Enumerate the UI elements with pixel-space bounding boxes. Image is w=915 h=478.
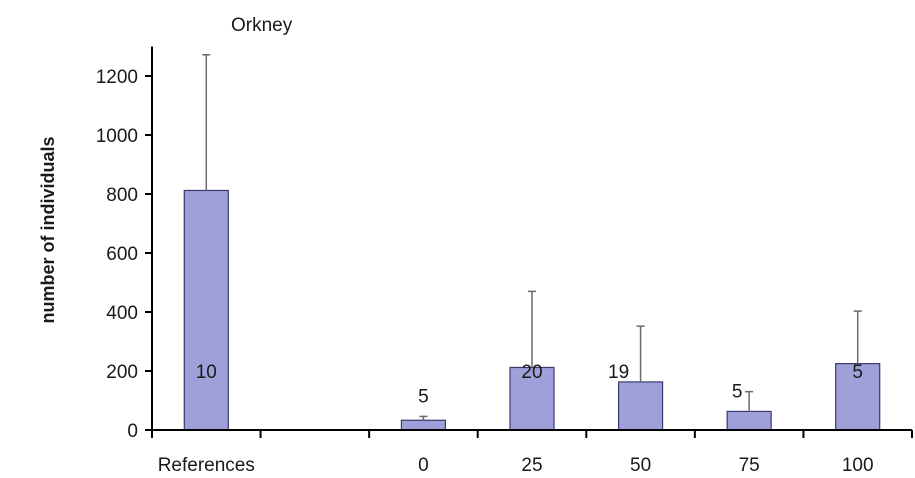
y-tick-label: 600 [106, 244, 138, 265]
bar-labels-group: 10 5 20 19 5 5 [196, 362, 863, 407]
x-tick-label-100: 100 [842, 455, 874, 476]
bar-0 [400, 419, 447, 431]
bar-label-50: 19 [608, 362, 629, 383]
x-tick-label-25: 25 [521, 455, 542, 476]
bar-label-25: 20 [521, 362, 542, 383]
chart-title: Orkney [231, 15, 293, 36]
bar-label-75: 5 [732, 381, 743, 402]
bar-label-100: 5 [852, 362, 863, 383]
errorbars-group [202, 54, 862, 421]
y-tick-label: 1000 [96, 126, 138, 147]
y-tick-label: 800 [106, 185, 138, 206]
bar-label-references: 10 [196, 362, 217, 383]
bars-group [183, 189, 881, 431]
y-axis-label: number of individuals [38, 136, 58, 323]
bar-75 [726, 410, 772, 431]
y-tick-label: 400 [106, 303, 138, 324]
bar-label-0: 5 [418, 386, 429, 407]
x-tick-label-0: 0 [418, 455, 429, 476]
bar-references [183, 189, 229, 431]
y-tick-label: 1200 [96, 67, 138, 88]
y-tick-label: 0 [127, 421, 138, 442]
x-tick-label-50: 50 [630, 455, 651, 476]
y-axis: 0 200 400 600 800 1000 1200 [96, 46, 153, 442]
y-tick-label: 200 [106, 362, 138, 383]
x-axis: References 0 25 50 75 100 [145, 429, 913, 476]
x-tick-label-75: 75 [739, 455, 760, 476]
x-tick-label-references: References [158, 455, 255, 476]
bar-50 [617, 381, 664, 431]
